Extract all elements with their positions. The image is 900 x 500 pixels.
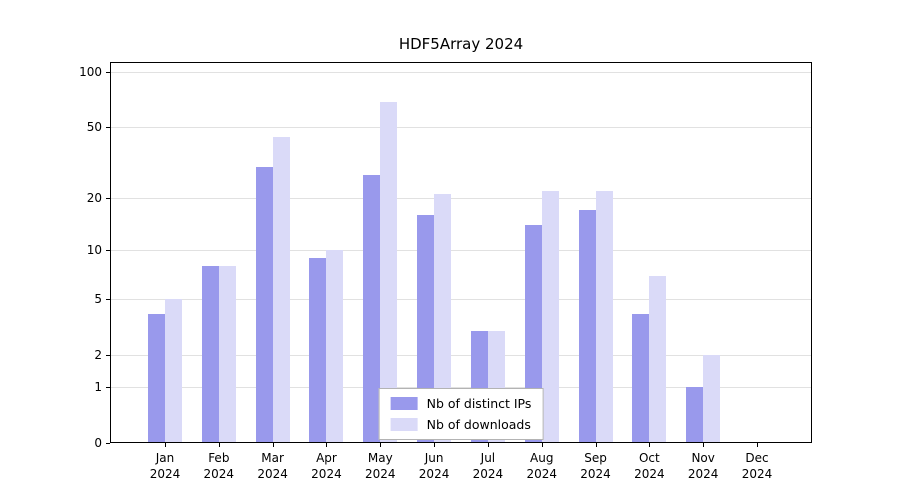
x-axis-tick-label: Feb 2024 bbox=[203, 451, 235, 482]
bar-feb-downloads bbox=[218, 266, 236, 443]
x-axis-tick-label: Jun 2024 bbox=[418, 451, 450, 482]
bar-feb-distinct-ips bbox=[201, 266, 219, 443]
gridline bbox=[111, 355, 811, 356]
bar-may-distinct-ips bbox=[363, 174, 381, 443]
y-axis-tick-label: 100 bbox=[79, 65, 102, 79]
gridline bbox=[111, 72, 811, 73]
x-axis-tick-label: Nov 2024 bbox=[687, 451, 719, 482]
x-axis-tick-label: Apr 2024 bbox=[311, 451, 342, 482]
gridline bbox=[111, 198, 811, 199]
x-axis-tick-label: May 2024 bbox=[364, 451, 396, 482]
x-axis-tick-label: Aug 2024 bbox=[526, 451, 557, 482]
bar-jan-distinct-ips bbox=[148, 313, 165, 443]
gridline bbox=[111, 387, 811, 388]
bar-mar-distinct-ips bbox=[255, 166, 273, 443]
bar-aug-downloads bbox=[541, 190, 559, 443]
y-axis-tick-label: 10 bbox=[86, 243, 102, 257]
bar-apr-distinct-ips bbox=[309, 257, 327, 443]
y-axis-tick-label: 2 bbox=[94, 348, 102, 362]
bar-apr-downloads bbox=[326, 250, 344, 443]
legend: Nb of distinct IPs Nb of downloads bbox=[378, 388, 544, 440]
x-axis-tick bbox=[542, 443, 543, 447]
legend-item-distinct-ips: Nb of distinct IPs bbox=[390, 396, 532, 411]
bar-jun-distinct-ips bbox=[417, 215, 435, 443]
legend-swatch-downloads bbox=[390, 418, 418, 431]
x-axis-tick-label: Mar 2024 bbox=[257, 451, 288, 482]
y-axis-tick-label: 20 bbox=[86, 191, 102, 205]
y-axis-tick-label: 50 bbox=[86, 120, 102, 134]
bar-mar-downloads bbox=[272, 136, 290, 443]
y-axis-tick bbox=[106, 355, 110, 356]
bar-oct-distinct-ips bbox=[632, 313, 650, 443]
y-axis-tick-label: 5 bbox=[94, 292, 102, 306]
x-axis-tick bbox=[380, 443, 381, 447]
y-axis-tick bbox=[106, 443, 110, 444]
x-axis-tick-label: Dec 2024 bbox=[741, 451, 773, 482]
gridline bbox=[111, 127, 811, 128]
legend-label-distinct-ips: Nb of distinct IPs bbox=[426, 396, 532, 411]
y-axis-tick bbox=[106, 198, 110, 199]
x-axis-tick bbox=[434, 443, 435, 447]
x-axis-tick bbox=[488, 443, 489, 447]
bar-may-downloads bbox=[380, 102, 398, 443]
y-axis-tick bbox=[106, 299, 110, 300]
x-axis-tick-label: Sep 2024 bbox=[580, 451, 611, 482]
bar-sep-downloads bbox=[595, 190, 613, 443]
x-axis-tick-label: Jan 2024 bbox=[149, 451, 181, 482]
y-axis-tick-label: 1 bbox=[94, 380, 102, 394]
y-axis-tick bbox=[106, 250, 110, 251]
y-axis-tick bbox=[106, 127, 110, 128]
bar-jan-downloads bbox=[165, 298, 182, 443]
legend-swatch-distinct-ips bbox=[390, 397, 418, 410]
x-axis-tick bbox=[219, 443, 220, 447]
x-axis-tick bbox=[757, 443, 758, 447]
gridline bbox=[111, 299, 811, 300]
chart-title: HDF5Array 2024 bbox=[398, 35, 524, 53]
x-axis-tick-label: Oct 2024 bbox=[634, 451, 665, 482]
y-axis-tick bbox=[106, 387, 110, 388]
gridline bbox=[111, 250, 811, 251]
x-axis-tick bbox=[703, 443, 704, 447]
bar-jun-downloads bbox=[434, 194, 452, 443]
x-axis-tick bbox=[326, 443, 327, 447]
y-axis-tick bbox=[106, 72, 110, 73]
x-axis-tick-label: Jul 2024 bbox=[472, 451, 504, 482]
x-axis-tick bbox=[165, 443, 166, 447]
legend-item-downloads: Nb of downloads bbox=[390, 417, 532, 432]
x-axis-tick bbox=[596, 443, 597, 447]
x-axis-tick bbox=[649, 443, 650, 447]
bar-nov-downloads bbox=[703, 354, 721, 443]
y-axis-tick-label: 0 bbox=[94, 436, 102, 450]
bar-nov-distinct-ips bbox=[686, 387, 704, 443]
bar-oct-downloads bbox=[649, 275, 667, 443]
legend-label-downloads: Nb of downloads bbox=[426, 417, 531, 432]
bar-sep-distinct-ips bbox=[578, 210, 596, 443]
x-axis-tick bbox=[273, 443, 274, 447]
